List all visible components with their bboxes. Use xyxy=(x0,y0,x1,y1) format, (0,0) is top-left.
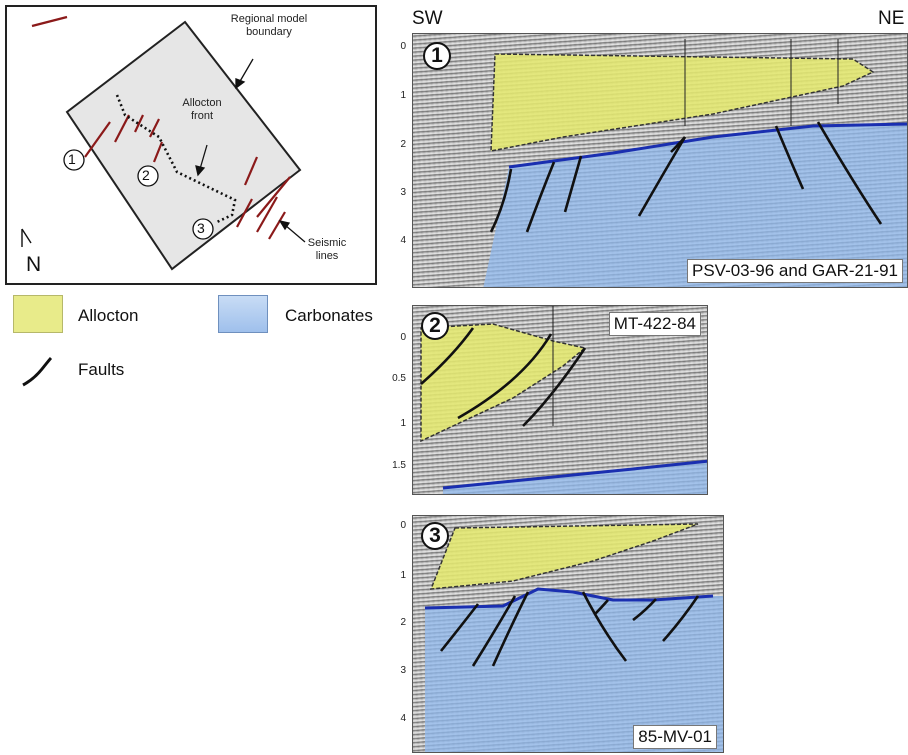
line-marker-2: 2 xyxy=(142,167,150,183)
s1-tick: 3 xyxy=(400,187,406,198)
fault xyxy=(439,603,480,652)
seismic-image-2: 2 MT-422-84 xyxy=(412,305,708,495)
section-number-1: 1 xyxy=(423,42,451,70)
seismic-lines xyxy=(31,15,291,240)
section-number-2: 2 xyxy=(421,312,449,340)
carbonates-body xyxy=(483,124,907,287)
seismic-line xyxy=(31,15,68,28)
fault xyxy=(489,168,513,233)
model-boundary xyxy=(65,20,302,271)
carbonates-top-horizon xyxy=(508,122,907,169)
boundary-label: Regional model boundary xyxy=(230,13,308,38)
north-label: N xyxy=(26,253,42,276)
allocton-front-line xyxy=(115,94,237,224)
s2-tick: 0.5 xyxy=(392,373,406,384)
section-label-1: PSV-03-96 and GAR-21-91 xyxy=(686,259,903,283)
orientation-sw: SW xyxy=(412,8,443,29)
seismic-line xyxy=(149,118,160,138)
s3-tick: 0 xyxy=(400,520,406,531)
fault-icon xyxy=(22,356,53,387)
carbonates-body xyxy=(425,589,723,752)
s1-tick: 4 xyxy=(400,235,406,246)
faults xyxy=(439,591,700,667)
allocton-body xyxy=(490,53,875,152)
carbonates-top-horizon xyxy=(424,587,714,610)
legend-carbonates-swatch xyxy=(218,295,268,333)
line-marker-3: 3 xyxy=(197,220,205,236)
seismic-image-3: 3 85-MV-01 xyxy=(412,515,724,753)
line-marker-1: 1 xyxy=(68,151,76,167)
carbonates-top-horizon xyxy=(442,459,707,490)
s3-tick: 2 xyxy=(400,617,406,628)
orientation-ne: NE xyxy=(878,8,905,29)
fault xyxy=(457,333,553,420)
fault xyxy=(491,591,530,667)
fault xyxy=(471,595,517,667)
map-drawing xyxy=(21,15,306,271)
legend-carbonates-label: Carbonates xyxy=(285,306,373,325)
fault xyxy=(816,121,883,225)
location-map: Regional model boundary Allocton front S… xyxy=(5,5,377,285)
seismic-line xyxy=(134,114,144,133)
legend-faults-label: Faults xyxy=(78,360,125,379)
s3-tick: 3 xyxy=(400,665,406,676)
fault xyxy=(670,136,686,153)
s1-tick: 1 xyxy=(400,90,406,101)
s1-tick: 2 xyxy=(400,139,406,150)
legend-allocton-label: Allocton xyxy=(78,306,139,325)
faults xyxy=(489,121,883,233)
s2-tick: 1 xyxy=(400,418,406,429)
section-label-3: 85-MV-01 xyxy=(633,725,717,749)
seismic-line xyxy=(256,176,291,218)
seismic-line xyxy=(236,198,253,228)
seismic-line xyxy=(114,114,130,143)
seismic-line xyxy=(268,211,286,240)
fault xyxy=(581,591,628,662)
allocton-body xyxy=(420,323,587,443)
section-label-2: MT-422-84 xyxy=(608,312,701,336)
s3-tick: 1 xyxy=(400,570,406,581)
s1-tick: 0 xyxy=(400,41,406,52)
fault xyxy=(637,136,687,217)
seismic-lines-label: Seismic lines xyxy=(307,237,347,262)
legend-allocton-swatch xyxy=(13,295,63,333)
fault xyxy=(594,599,609,615)
seismic-line xyxy=(152,141,164,163)
front-label: Allocton front xyxy=(182,97,222,122)
north-arrow-icon xyxy=(21,228,32,247)
seismic-image-1: 1 PSV-03-96 and GAR-21-91 xyxy=(412,33,908,288)
s2-tick: 0 xyxy=(400,332,406,343)
fault xyxy=(662,595,700,642)
seismic-line xyxy=(256,196,278,233)
fault xyxy=(774,125,805,190)
allocton-body xyxy=(429,523,699,590)
s2-tick: 1.5 xyxy=(392,460,406,471)
seismic-line xyxy=(84,121,111,158)
seismic-line xyxy=(243,156,259,186)
fault xyxy=(563,155,583,213)
section-number-3: 3 xyxy=(421,522,449,550)
fault xyxy=(420,327,475,385)
fault xyxy=(525,161,556,233)
s3-tick: 4 xyxy=(400,713,406,724)
fault xyxy=(632,598,657,622)
